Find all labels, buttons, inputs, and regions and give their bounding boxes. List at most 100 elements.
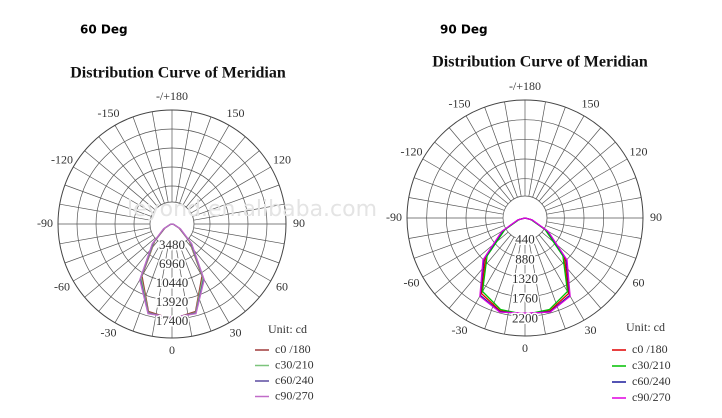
ring [445, 138, 605, 298]
angle-tick-label: -60 [54, 279, 70, 293]
outer-ring [57, 109, 287, 339]
chart-label: 60 Deg [80, 23, 128, 37]
ring [465, 158, 585, 278]
angle-tick-label: -150 [449, 96, 471, 110]
series-curve [479, 217, 571, 314]
radial-tick-label: 17400 [156, 313, 189, 328]
spoke [182, 242, 230, 323]
spoke [541, 141, 616, 205]
chart-title: Distribution Curve of Meridian [70, 65, 286, 82]
angle-tick-label: -30 [101, 326, 117, 340]
angle-tick-label: -30 [452, 323, 468, 337]
legend-label: c0 /180 [275, 342, 311, 356]
watermark: leyond.en.alibaba.com [127, 197, 377, 222]
spoke [98, 240, 159, 312]
chart-label: 90 Deg [440, 23, 488, 37]
spoke [538, 127, 602, 202]
angle-tick-label: -/+180 [156, 89, 188, 103]
legend-label: c30/210 [632, 358, 671, 372]
spoke [545, 225, 637, 259]
spoke [413, 177, 505, 211]
radial-tick-label: 10440 [156, 275, 189, 290]
spoke [193, 227, 285, 245]
spoke [98, 136, 159, 208]
outer-ring [406, 99, 644, 337]
spoke [192, 184, 280, 217]
angle-tick-label: 0 [169, 343, 175, 357]
chart-title: Distribution Curve of Meridian [432, 54, 648, 71]
spoke [132, 244, 165, 332]
spoke [182, 125, 230, 206]
spoke [175, 245, 193, 337]
radial-tick-label: 2200 [512, 310, 538, 325]
spoke [64, 231, 152, 264]
radial-tick-label: 6960 [159, 256, 185, 271]
spoke [535, 115, 585, 200]
legend-label: c30/210 [275, 357, 314, 371]
spoke [175, 111, 193, 203]
spoke [448, 127, 512, 202]
ring [485, 178, 565, 258]
spoke [59, 203, 151, 221]
unit-label: Unit: cd [626, 320, 665, 334]
angle-tick-label: -120 [51, 152, 73, 166]
spoke [114, 242, 162, 323]
angle-tick-label: -/+180 [509, 79, 541, 93]
radial-tick-label: 3480 [159, 237, 185, 252]
spoke [413, 225, 505, 259]
ring [133, 185, 211, 263]
spoke [185, 240, 246, 312]
spoke [422, 158, 507, 208]
radial-tick-label: 880 [515, 251, 535, 266]
spoke [151, 245, 169, 337]
legend-label: c60/240 [275, 373, 314, 387]
series-curve [139, 223, 205, 319]
angle-tick-label: 120 [273, 152, 291, 166]
spoke [448, 234, 512, 309]
angle-tick-label: -60 [404, 275, 420, 289]
legend-label: c90/270 [632, 390, 671, 404]
spoke [465, 236, 515, 321]
spoke [179, 116, 212, 204]
spoke [543, 228, 628, 278]
spoke [538, 234, 602, 309]
angle-tick-label: 60 [632, 275, 644, 289]
spoke [59, 227, 151, 245]
spoke [190, 234, 271, 282]
spoke [73, 234, 154, 282]
spoke [188, 237, 260, 298]
radial-tick-label: 1320 [512, 271, 538, 286]
angle-tick-label: 90 [293, 216, 305, 230]
spoke [434, 141, 509, 205]
radial-tick-label: 1760 [512, 291, 538, 306]
spoke [504, 101, 522, 197]
spoke [543, 158, 628, 208]
radial-tick-label: 13920 [156, 294, 189, 309]
angle-tick-label: 60 [276, 279, 288, 293]
spoke [132, 116, 165, 204]
angle-tick-label: 150 [227, 106, 245, 120]
spoke [546, 221, 642, 239]
spoke [408, 221, 504, 239]
angle-tick-label: 120 [629, 144, 647, 158]
unit-label: Unit: cd [268, 322, 307, 336]
spoke [528, 239, 546, 335]
spoke [192, 231, 280, 264]
angle-tick-label: -120 [401, 144, 423, 158]
spoke [190, 166, 271, 214]
spoke [422, 228, 507, 278]
spoke [185, 136, 246, 208]
spoke [484, 238, 518, 330]
angle-tick-label: -90 [386, 210, 402, 224]
angle-tick-label: -90 [37, 216, 53, 230]
legend-label: c0 /180 [632, 342, 668, 356]
spoke [188, 150, 260, 211]
spoke [484, 106, 518, 198]
angle-tick-label: 0 [522, 341, 528, 355]
spoke [179, 244, 212, 332]
angle-tick-label: 30 [230, 326, 242, 340]
angle-tick-label: 30 [585, 323, 597, 337]
spoke [84, 237, 156, 298]
spoke [193, 203, 285, 221]
spoke [535, 236, 585, 321]
